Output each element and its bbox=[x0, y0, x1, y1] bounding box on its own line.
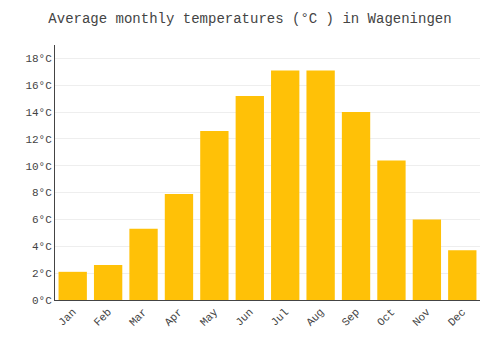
svg-text:12°C: 12°C bbox=[25, 134, 52, 146]
svg-text:Average monthly temperatures (: Average monthly temperatures (°C ) in Wa… bbox=[48, 11, 451, 27]
svg-text:Jan: Jan bbox=[56, 306, 78, 328]
svg-text:Oct: Oct bbox=[375, 306, 397, 328]
svg-text:18°C: 18°C bbox=[25, 53, 52, 65]
svg-text:14°C: 14°C bbox=[25, 107, 52, 119]
svg-text:6°C: 6°C bbox=[32, 214, 52, 226]
svg-text:Aug: Aug bbox=[304, 306, 326, 328]
svg-text:Dec: Dec bbox=[446, 306, 468, 328]
svg-text:Jun: Jun bbox=[233, 306, 255, 328]
svg-text:0°C: 0°C bbox=[32, 295, 52, 307]
svg-text:Nov: Nov bbox=[410, 306, 433, 329]
svg-text:8°C: 8°C bbox=[32, 187, 52, 199]
svg-text:Apr: Apr bbox=[162, 306, 184, 328]
svg-text:May: May bbox=[198, 306, 221, 329]
svg-text:Feb: Feb bbox=[92, 306, 114, 328]
svg-text:Mar: Mar bbox=[127, 306, 149, 328]
svg-text:10°C: 10°C bbox=[25, 161, 52, 173]
svg-text:2°C: 2°C bbox=[32, 268, 52, 280]
svg-text:16°C: 16°C bbox=[25, 80, 52, 92]
svg-text:4°C: 4°C bbox=[32, 241, 52, 253]
svg-text:Jul: Jul bbox=[269, 306, 291, 328]
svg-text:Sep: Sep bbox=[340, 306, 362, 328]
